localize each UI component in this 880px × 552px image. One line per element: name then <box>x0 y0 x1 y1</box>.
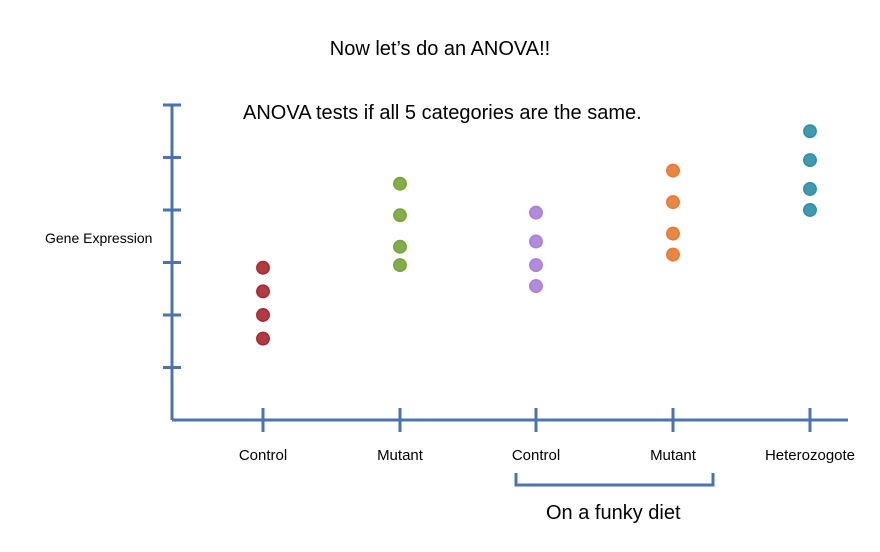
data-point <box>529 205 543 220</box>
data-point <box>256 260 270 275</box>
slide-title: Now let’s do an ANOVA!! <box>329 38 551 60</box>
data-point <box>529 234 543 249</box>
series-2 <box>393 176 407 273</box>
data-point <box>256 284 270 299</box>
chart-axes <box>163 103 848 432</box>
diet-bracket <box>514 473 715 487</box>
series-5 <box>803 124 817 217</box>
data-point <box>666 247 680 262</box>
series-3 <box>529 205 543 294</box>
data-point <box>529 258 543 273</box>
bracket-line <box>514 473 715 487</box>
data-point <box>803 124 817 139</box>
data-point <box>256 308 270 322</box>
data-point <box>803 153 817 168</box>
data-point <box>529 279 543 294</box>
data-point <box>666 163 680 178</box>
x-tick-label: Heterozogote <box>765 447 855 464</box>
data-point <box>393 208 407 223</box>
data-point <box>666 226 680 241</box>
data-point <box>666 195 680 210</box>
data-point <box>393 239 407 254</box>
data-point <box>803 182 817 196</box>
data-point <box>256 331 270 346</box>
slide-subtitle: ANOVA tests if all 5 categories are the … <box>243 102 642 124</box>
data-point <box>393 176 407 191</box>
series-1 <box>256 260 270 346</box>
data-point <box>803 203 817 217</box>
series-4 <box>666 163 680 262</box>
x-tick-label: Control <box>512 447 560 464</box>
x-tick-label: Mutant <box>377 447 424 464</box>
bracket-label: On a funky diet <box>546 502 681 524</box>
y-axis-label: Gene Expression <box>45 230 153 246</box>
chart-marks <box>256 124 817 346</box>
x-tick-label: Control <box>239 447 287 464</box>
x-tick-label: Mutant <box>650 447 697 464</box>
data-point <box>393 258 407 273</box>
x-tick-labels: Control Mutant Control Mutant Heterozogote <box>239 447 855 464</box>
